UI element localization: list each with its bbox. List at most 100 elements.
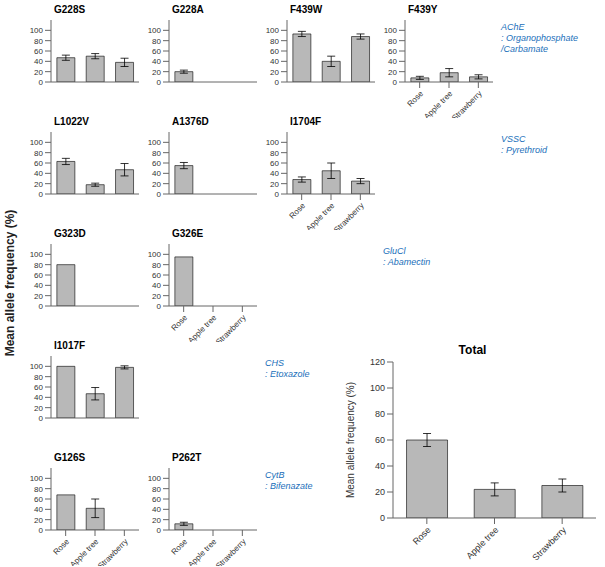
svg-text:80: 80 [34, 149, 43, 158]
svg-text:40: 40 [152, 281, 161, 290]
svg-text:Mean allele frequency (%): Mean allele frequency (%) [345, 382, 356, 498]
svg-text:80: 80 [152, 261, 161, 270]
svg-text:Apple tree: Apple tree [186, 313, 219, 342]
svg-text:Apple tree: Apple tree [464, 525, 500, 560]
svg-text:Rose: Rose [288, 201, 308, 221]
svg-text:80: 80 [152, 149, 161, 158]
svg-text:60: 60 [152, 47, 161, 56]
svg-text:80: 80 [34, 373, 43, 382]
svg-text:20: 20 [152, 516, 161, 525]
svg-text:100: 100 [30, 250, 44, 259]
svg-text:Apple tree: Apple tree [68, 537, 101, 566]
svg-text:100: 100 [148, 138, 162, 147]
svg-text:0: 0 [275, 190, 280, 199]
svg-text:Rose: Rose [52, 537, 72, 557]
svg-text:Strawberry: Strawberry [214, 537, 248, 566]
svg-text:20: 20 [388, 68, 397, 77]
svg-text:100: 100 [384, 26, 398, 35]
svg-text:40: 40 [375, 461, 385, 471]
svg-text:60: 60 [388, 47, 397, 56]
svg-text:80: 80 [152, 485, 161, 494]
svg-text:60: 60 [375, 435, 385, 445]
svg-text:Apple tree: Apple tree [304, 201, 337, 230]
svg-text:Strawberry: Strawberry [332, 201, 366, 230]
svg-text:0: 0 [39, 190, 44, 198]
svg-text:0: 0 [39, 302, 44, 310]
svg-text:80: 80 [388, 37, 397, 46]
svg-text:60: 60 [34, 271, 43, 280]
svg-text:20: 20 [152, 180, 161, 189]
svg-text:80: 80 [34, 485, 43, 494]
svg-text:0: 0 [157, 78, 162, 86]
svg-text:80: 80 [270, 149, 279, 158]
svg-text:20: 20 [34, 404, 43, 413]
svg-text:40: 40 [270, 169, 279, 178]
svg-text:0: 0 [393, 78, 398, 87]
svg-text:120: 120 [370, 358, 385, 367]
svg-text:0: 0 [157, 526, 162, 535]
svg-text:40: 40 [152, 169, 161, 178]
svg-text:Rose: Rose [170, 537, 190, 557]
svg-text:40: 40 [388, 57, 397, 66]
svg-text:0: 0 [39, 78, 44, 86]
svg-text:Strawberry: Strawberry [450, 89, 484, 118]
svg-text:Strawberry: Strawberry [530, 525, 568, 560]
svg-text:100: 100 [148, 26, 162, 35]
svg-text:60: 60 [270, 47, 279, 56]
svg-text:40: 40 [34, 169, 43, 178]
svg-text:20: 20 [34, 180, 43, 189]
svg-text:Apple tree: Apple tree [186, 537, 219, 566]
svg-text:Apple tree: Apple tree [422, 89, 455, 118]
svg-text:60: 60 [34, 159, 43, 168]
svg-text:20: 20 [152, 292, 161, 301]
svg-text:40: 40 [152, 57, 161, 66]
svg-text:20: 20 [270, 68, 279, 77]
svg-text:20: 20 [270, 180, 279, 189]
svg-text:80: 80 [270, 37, 279, 46]
svg-text:Rose: Rose [411, 525, 433, 547]
svg-text:40: 40 [34, 393, 43, 402]
svg-text:0: 0 [39, 526, 44, 535]
svg-text:60: 60 [152, 495, 161, 504]
svg-text:20: 20 [375, 487, 385, 497]
svg-text:20: 20 [34, 68, 43, 77]
svg-text:0: 0 [380, 513, 385, 523]
svg-text:100: 100 [266, 138, 280, 147]
svg-text:Strawberry: Strawberry [96, 537, 130, 566]
svg-text:80: 80 [375, 409, 385, 419]
svg-text:20: 20 [34, 292, 43, 301]
svg-text:60: 60 [34, 383, 43, 392]
svg-text:100: 100 [30, 362, 44, 371]
svg-text:40: 40 [34, 281, 43, 290]
svg-text:100: 100 [30, 138, 44, 147]
svg-text:100: 100 [30, 26, 44, 35]
svg-text:80: 80 [34, 261, 43, 270]
svg-text:40: 40 [34, 57, 43, 66]
svg-text:100: 100 [30, 474, 44, 483]
svg-text:60: 60 [270, 159, 279, 168]
html-text:AChE : Organophosphate /Carbam: AChE : Organophosphate /Carbamate [501, 22, 579, 54]
svg-text:0: 0 [39, 414, 44, 422]
svg-text:80: 80 [152, 37, 161, 46]
svg-text:Rose: Rose [170, 313, 190, 333]
svg-text:0: 0 [275, 78, 280, 86]
svg-text:80: 80 [34, 37, 43, 46]
svg-text:20: 20 [34, 516, 43, 525]
svg-text:Strawberry: Strawberry [214, 313, 248, 342]
svg-text:20: 20 [152, 68, 161, 77]
svg-text:100: 100 [266, 26, 280, 35]
svg-text:100: 100 [148, 250, 162, 259]
svg-text:60: 60 [152, 271, 161, 280]
svg-text:100: 100 [148, 474, 162, 483]
svg-text:Rose: Rose [406, 89, 426, 109]
svg-text:40: 40 [152, 505, 161, 514]
svg-text:60: 60 [34, 47, 43, 56]
svg-text:40: 40 [270, 57, 279, 66]
html-text:VSSC : Pyrethroid: VSSC : Pyrethroid [501, 134, 547, 155]
svg-text:0: 0 [157, 302, 162, 311]
svg-text:60: 60 [152, 159, 161, 168]
svg-text:40: 40 [34, 505, 43, 514]
svg-text:60: 60 [34, 495, 43, 504]
svg-text:100: 100 [370, 383, 385, 393]
svg-text:0: 0 [157, 190, 162, 198]
